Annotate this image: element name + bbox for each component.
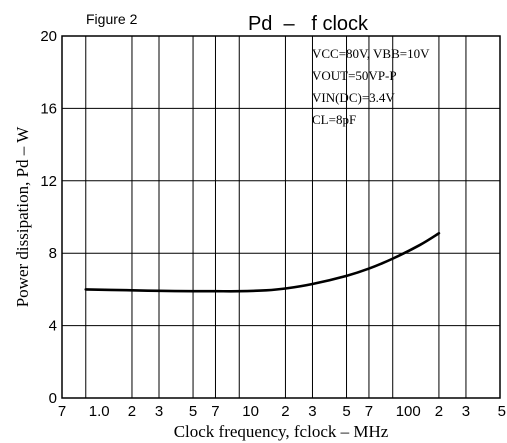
x-tick-label: 5 <box>189 403 197 420</box>
figure-label: Figure 2 <box>86 11 138 27</box>
series-layer <box>84 231 441 293</box>
x-tick-label: 5 <box>342 403 350 420</box>
condition-cl: CL=8pF <box>312 112 356 127</box>
y-axis-label: Power dissipation, Pd – W <box>13 126 32 308</box>
x-tick-label: 7 <box>211 403 219 420</box>
x-tick-label: 5 <box>498 403 506 420</box>
y-tick-label: 20 <box>40 28 57 45</box>
x-tick-label: 3 <box>462 403 470 420</box>
series-line <box>84 231 441 293</box>
x-axis-label: Clock frequency, fclock – MHz <box>174 422 389 441</box>
y-tick-label: 16 <box>40 100 57 117</box>
x-tick-labels: 7 1.0 2 3 5 7 10 2 3 5 7 100 2 3 5 <box>58 403 506 420</box>
condition-vin: VIN(DC)=3.4V <box>312 90 395 105</box>
x-tick-label: 7 <box>58 403 66 420</box>
y-tick-label: 0 <box>49 390 57 407</box>
conditions-box: VCC=80V, VBB=10V VOUT=50VP-P VIN(DC)=3.4… <box>312 46 430 127</box>
x-tick-label: 100 <box>396 403 421 420</box>
x-tick-label: 2 <box>128 403 136 420</box>
grid <box>61 35 501 399</box>
x-tick-label: 1.0 <box>89 403 110 420</box>
x-tick-label: 3 <box>308 403 316 420</box>
y-tick-label: 4 <box>49 318 57 335</box>
y-tick-labels: 0 4 8 12 16 20 <box>40 28 57 407</box>
condition-vout: VOUT=50VP-P <box>312 68 397 83</box>
x-tick-label: 2 <box>281 403 289 420</box>
x-tick-label: 2 <box>435 403 443 420</box>
plot-frame <box>61 35 501 399</box>
y-tick-label: 12 <box>40 173 57 190</box>
x-tick-label: 3 <box>155 403 163 420</box>
x-tick-label: 7 <box>365 403 373 420</box>
y-tick-label: 8 <box>49 245 57 262</box>
chart-title: Pd – f clock <box>248 13 369 35</box>
x-tick-label: 10 <box>242 403 259 420</box>
condition-vcc: VCC=80V, VBB=10V <box>312 46 430 61</box>
